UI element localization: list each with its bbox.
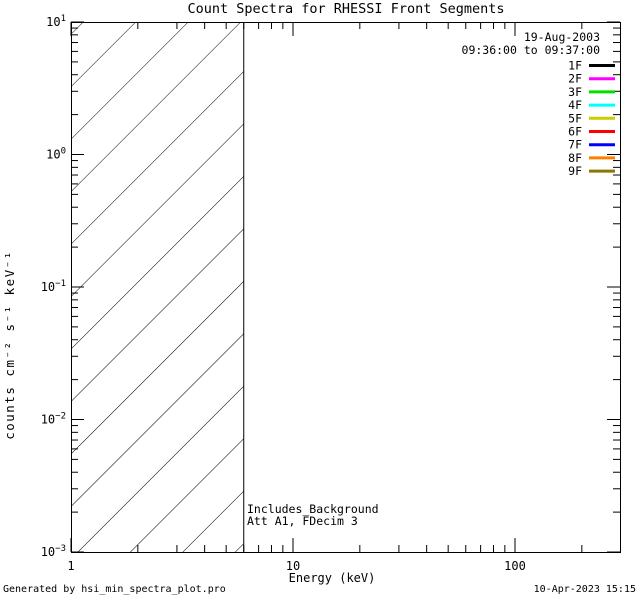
y-axis-tick-labels: 101 100 10−1 10−2 10−3: [41, 14, 66, 559]
x-tick-label: 1: [67, 559, 74, 573]
x-tick-label: 100: [504, 559, 526, 573]
legend-date: 19-Aug-2003: [524, 30, 600, 44]
x-axis-tick-labels: 1 10 100: [67, 559, 525, 573]
legend-label-6F: 6F: [568, 125, 582, 139]
y-tick-label: 100: [46, 147, 66, 162]
y-tick-label: 10−3: [41, 544, 66, 559]
y-tick-label: 101: [46, 14, 66, 29]
hatch-fill: [71, 22, 244, 552]
legend-label-2F: 2F: [568, 72, 582, 86]
x-axis-title: Energy (keV): [289, 571, 376, 585]
legend-time-range: 09:36:00 to 09:37:00: [462, 43, 601, 57]
legend-label-1F: 1F: [568, 59, 582, 73]
footer-timestamp: 10-Apr-2023 15:15: [534, 584, 636, 595]
y-tick-label: 10−2: [41, 412, 66, 427]
y-axis-ticks: [71, 21, 620, 553]
x-tick-label: 10: [286, 559, 300, 573]
chart-title: Count Spectra for RHESSI Front Segments: [188, 1, 505, 17]
x-axis-ticks: [70, 22, 583, 552]
legend-label-8F: 8F: [568, 151, 582, 165]
legend-label-7F: 7F: [568, 138, 582, 152]
legend-label-9F: 9F: [568, 164, 582, 178]
legend-label-4F: 4F: [568, 98, 582, 112]
legend-label-5F: 5F: [568, 111, 582, 125]
annotation-attenuator-state: Att A1, FDecim 3: [247, 514, 358, 528]
y-tick-label: 10−1: [41, 279, 66, 294]
y-axis-title: counts cm⁻² s⁻¹ keV⁻¹: [2, 250, 17, 440]
hatched-region: [71, 22, 245, 552]
annotation-includes-background: Includes_Background: [247, 502, 379, 516]
legend-label-3F: 3F: [568, 85, 582, 99]
footer-generator-credit: Generated by hsi_min_spectra_plot.pro: [3, 584, 226, 595]
